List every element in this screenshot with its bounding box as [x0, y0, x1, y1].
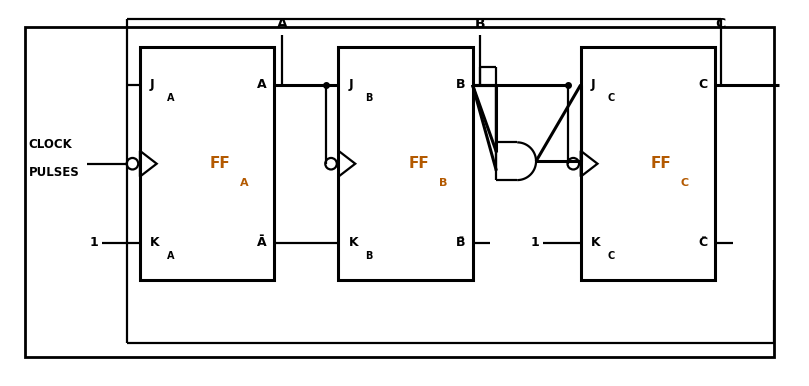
Text: CLOCK: CLOCK: [29, 138, 73, 151]
Text: B: B: [366, 251, 373, 261]
Text: A: A: [167, 93, 174, 103]
Text: A: A: [277, 17, 287, 31]
Text: B: B: [366, 93, 373, 103]
Text: PULSES: PULSES: [29, 166, 79, 179]
Text: 1: 1: [530, 236, 539, 249]
Text: A: A: [167, 251, 174, 261]
Text: B: B: [438, 178, 447, 188]
Text: K: K: [349, 236, 358, 249]
Bar: [140, 47, 274, 280]
Text: Ā: Ā: [257, 236, 267, 249]
Text: B: B: [475, 17, 485, 31]
Text: FF: FF: [650, 156, 671, 171]
Text: B: B: [455, 78, 465, 91]
Text: J: J: [591, 78, 595, 91]
Bar: [25, 27, 774, 357]
Text: J: J: [150, 78, 155, 91]
Text: C: C: [608, 251, 615, 261]
Bar: [581, 47, 714, 280]
Text: FF: FF: [409, 156, 430, 171]
Bar: [338, 47, 472, 280]
Text: K: K: [150, 236, 159, 249]
Text: C: C: [698, 78, 707, 91]
Text: C: C: [608, 93, 615, 103]
Text: C: C: [681, 178, 689, 188]
Text: FF: FF: [210, 156, 231, 171]
Text: A: A: [240, 178, 249, 188]
Text: K: K: [591, 236, 600, 249]
Text: B̄: B̄: [455, 236, 465, 249]
Text: 1: 1: [90, 236, 98, 249]
Text: C̄: C̄: [698, 236, 707, 249]
Text: C: C: [716, 17, 726, 31]
Text: J: J: [349, 78, 353, 91]
Text: A: A: [257, 78, 267, 91]
